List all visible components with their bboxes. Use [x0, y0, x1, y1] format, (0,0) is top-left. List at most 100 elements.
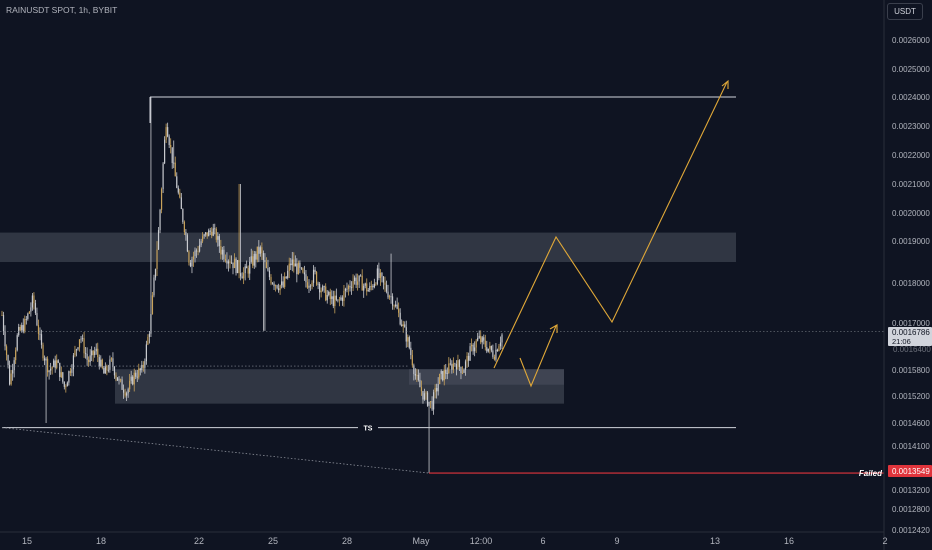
candle-body	[132, 376, 134, 385]
candle-body	[2, 315, 5, 332]
candle-body	[94, 351, 96, 356]
price-tick-label: 0.0015800	[892, 366, 930, 375]
candle-body	[112, 358, 114, 368]
currency-unit-button[interactable]: USDT	[887, 3, 923, 20]
countdown-text: 21:06	[892, 337, 911, 346]
candle-body	[303, 272, 306, 275]
candle-body	[331, 296, 333, 299]
candle-body	[439, 373, 441, 385]
candle-body	[253, 253, 255, 266]
price-tick-label: 0.0019000	[892, 237, 930, 246]
candle-body	[484, 340, 486, 348]
candle-body	[16, 335, 18, 351]
candle-body	[411, 355, 413, 366]
candle-body	[51, 367, 53, 369]
candle-body	[211, 231, 213, 236]
candle-body	[188, 251, 190, 263]
candle-body	[147, 336, 149, 345]
candle-body	[30, 307, 32, 312]
candle-body	[436, 388, 438, 392]
candle-body	[437, 384, 439, 392]
candle-body	[153, 277, 155, 296]
candle-body	[416, 374, 418, 376]
symbol-title: RAINUSDT SPOT, 1h, BYBIT	[6, 5, 117, 15]
candle-body	[66, 382, 68, 387]
candle-body	[460, 366, 462, 374]
candle-body	[489, 345, 491, 349]
candle-body	[404, 324, 406, 328]
candle-body	[320, 290, 322, 293]
candle-body	[328, 291, 330, 295]
candle-body	[379, 272, 382, 279]
candle-body	[268, 270, 271, 278]
candle-body	[417, 374, 420, 380]
candle-body	[428, 401, 430, 406]
price-axis[interactable]: 0.0026000 0.0025000 0.0024000 0.0023000 0.00…	[892, 36, 930, 535]
candle-body	[464, 361, 467, 370]
candle-body	[343, 290, 345, 301]
candle-body	[46, 358, 49, 373]
candle-body	[294, 263, 296, 267]
candle-body	[405, 327, 407, 342]
candle-body	[43, 358, 46, 361]
candle-body	[110, 358, 113, 360]
candle-body	[12, 370, 14, 374]
candle-body	[291, 259, 293, 266]
candle-body	[461, 372, 464, 374]
candle-body	[33, 295, 35, 304]
candle-body	[200, 241, 202, 246]
candle-body	[195, 250, 198, 252]
time-tick-label: 12:00	[470, 536, 493, 546]
candle-body	[170, 144, 172, 148]
candle-body	[37, 325, 40, 334]
candle-body	[97, 348, 99, 358]
failed-price-text: 0.0013549	[892, 467, 930, 476]
candle-body	[469, 346, 471, 361]
candle-body	[19, 326, 21, 331]
candle-body	[65, 386, 67, 388]
candle-body	[203, 234, 205, 237]
candle-body	[69, 371, 71, 373]
candle-body	[361, 275, 363, 291]
candle-body	[329, 291, 331, 299]
candle-body	[86, 353, 88, 360]
candle-body	[144, 361, 146, 368]
candle-body	[5, 346, 8, 356]
time-axis[interactable]: 15 18 22 25 28 May 12:00 6 9 13 16 2	[22, 536, 888, 546]
candle-body	[347, 285, 350, 290]
candle-body	[10, 373, 12, 385]
candle-body	[425, 392, 427, 394]
candle-body	[148, 333, 151, 337]
candle-body	[7, 355, 9, 366]
candle-body	[366, 283, 368, 292]
candle-body	[448, 363, 450, 374]
price-tick-label: 0.0014100	[892, 442, 930, 451]
candle-body	[297, 262, 299, 275]
candle-body	[481, 337, 483, 343]
candle-body	[369, 286, 371, 291]
candle-body	[185, 232, 187, 236]
candle-body	[449, 363, 451, 365]
candle-body	[13, 360, 15, 371]
candle-body	[315, 271, 318, 285]
failed-price-marker: 0.0013549	[888, 465, 932, 477]
candle-body	[209, 230, 211, 232]
candle-body	[358, 275, 360, 282]
candle-body	[182, 208, 184, 222]
time-tick-label: 6	[540, 536, 545, 546]
candle-body	[326, 294, 328, 301]
candle-body	[393, 305, 395, 307]
candle-body	[452, 363, 454, 370]
candle-body	[285, 276, 287, 278]
candle-body	[243, 273, 245, 279]
candle-body	[21, 325, 23, 331]
candle-body	[364, 283, 366, 286]
candle-body	[299, 262, 301, 268]
candle-body	[84, 353, 87, 355]
candle-body	[215, 228, 217, 240]
candle-body	[478, 335, 480, 338]
candle-body	[277, 288, 280, 291]
candle-body	[208, 230, 210, 237]
